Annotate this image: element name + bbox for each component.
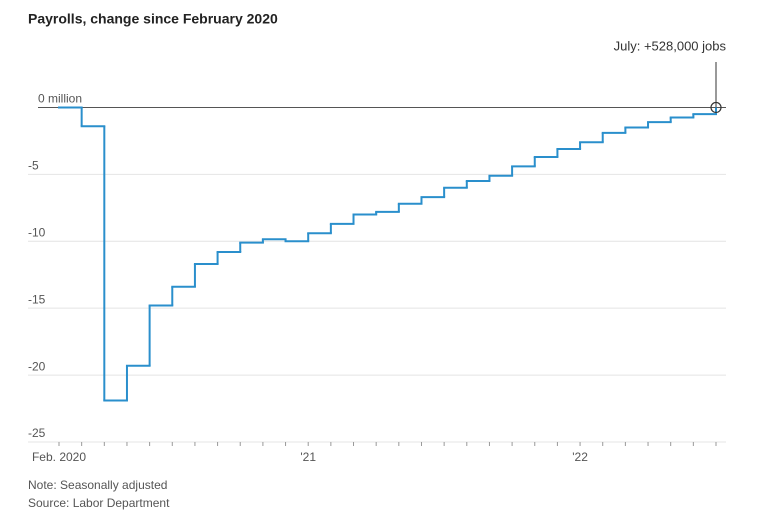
y-tick-label: -10 bbox=[28, 225, 46, 239]
y-tick-label: -20 bbox=[28, 359, 46, 373]
source: Source: Labor Department bbox=[28, 496, 170, 510]
annotation: July: +528,000 jobs bbox=[614, 38, 727, 53]
x-tick-label: '22 bbox=[572, 450, 588, 464]
y-tick-label: 0 million bbox=[38, 92, 82, 106]
note: Note: Seasonally adjusted bbox=[28, 478, 167, 492]
x-tick-label: Feb. 2020 bbox=[32, 450, 86, 464]
y-tick-label: -15 bbox=[28, 292, 46, 306]
x-tick-label: '21 bbox=[300, 450, 316, 464]
y-tick-label: -5 bbox=[28, 159, 39, 173]
chart-title: Payrolls, change since February 2020 bbox=[28, 11, 278, 27]
y-tick-label: -25 bbox=[28, 426, 46, 440]
end-point bbox=[710, 101, 722, 114]
